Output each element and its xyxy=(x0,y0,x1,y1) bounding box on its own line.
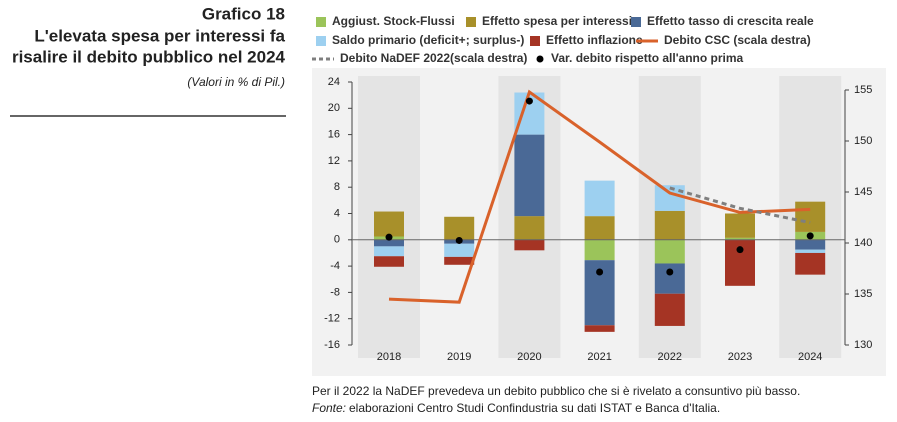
x-tick-label: 2023 xyxy=(728,351,752,363)
y-tick-label: 20 xyxy=(328,102,340,114)
bar xyxy=(725,213,755,238)
dot xyxy=(666,268,674,276)
bar xyxy=(795,249,826,253)
bar xyxy=(795,252,826,275)
y-tick-label: 0 xyxy=(334,234,340,246)
x-tick-label: 2022 xyxy=(658,351,682,363)
x-tick-label: 2024 xyxy=(798,351,822,363)
y-tick-label: -4 xyxy=(330,260,340,272)
y-tick-label: 16 xyxy=(328,129,340,141)
bar xyxy=(584,325,615,332)
y2-tick-label: 135 xyxy=(854,288,872,300)
line xyxy=(669,186,811,225)
legend-swatch xyxy=(631,17,641,27)
y-tick-label: 12 xyxy=(328,155,340,167)
y2-tick-label: 150 xyxy=(854,135,872,147)
bar xyxy=(795,201,826,232)
bar xyxy=(514,134,545,217)
legend-label: Debito NaDEF 2022(scala destra) xyxy=(340,51,527,65)
legend-swatch xyxy=(316,36,326,46)
source: elaborazioni Centro Studi Confindustria … xyxy=(349,401,720,415)
bar xyxy=(374,246,404,257)
y2-tick-label: 140 xyxy=(854,237,872,249)
bar xyxy=(374,256,404,267)
x-tick-label: 2019 xyxy=(447,351,471,363)
legend-swatch xyxy=(530,36,540,46)
bar xyxy=(584,239,615,261)
note: Per il 2022 la NaDEF prevedeva un debito… xyxy=(312,384,800,398)
dot xyxy=(806,232,814,240)
y2-tick-label: 145 xyxy=(854,186,872,198)
figure-label: Grafico 18 xyxy=(202,4,285,23)
dot xyxy=(385,233,393,241)
source-label: Fonte: xyxy=(312,401,346,415)
bar xyxy=(725,237,755,240)
legend-label: Effetto spesa per interessi xyxy=(482,14,632,28)
bar xyxy=(654,263,685,294)
y-tick-label: -16 xyxy=(324,339,340,351)
legend-swatch xyxy=(316,17,326,27)
legend-label: Aggiust. Stock-Flussi xyxy=(332,14,455,28)
dot xyxy=(525,97,533,105)
x-tick-label: 2020 xyxy=(517,351,541,363)
y-tick-label: -8 xyxy=(330,286,340,298)
bar xyxy=(654,239,685,264)
title-line: L'elevata spesa per interessi fa xyxy=(34,26,285,45)
legend-label: Var. debito rispetto all'anno prima xyxy=(551,51,744,65)
bar xyxy=(654,293,685,326)
bar xyxy=(514,239,545,251)
line xyxy=(388,89,811,304)
legend-label: Effetto inflazione xyxy=(546,33,643,47)
legend-label: Saldo primario (deficit+; surplus-) xyxy=(332,33,524,47)
bar xyxy=(654,210,685,240)
bar xyxy=(374,211,404,237)
legend-swatch xyxy=(536,55,544,63)
bar xyxy=(444,216,475,240)
dot xyxy=(596,268,604,276)
bar xyxy=(444,256,475,265)
bar xyxy=(514,216,545,240)
title-line: risalire il debito pubblico nel 2024 xyxy=(12,47,286,66)
x-tick-label: 2021 xyxy=(587,351,611,363)
y-tick-label: 8 xyxy=(334,181,340,193)
y2-tick-label: 130 xyxy=(854,339,872,351)
bar xyxy=(444,243,475,257)
legend-label: Debito CSC (scala destra) xyxy=(664,33,811,47)
y-tick-label: 4 xyxy=(334,207,340,219)
bar xyxy=(584,216,615,240)
x-tick-label: 2018 xyxy=(377,351,401,363)
bar xyxy=(374,239,404,247)
legend-label: Effetto tasso di crescita reale xyxy=(647,14,814,28)
y2-tick-label: 155 xyxy=(854,84,872,96)
bar xyxy=(795,239,826,250)
dot xyxy=(736,246,744,254)
dot xyxy=(455,236,463,244)
bar xyxy=(584,180,615,217)
y-tick-label: 24 xyxy=(328,76,340,88)
y-tick-label: -12 xyxy=(324,313,340,325)
legend-swatch xyxy=(466,17,476,27)
subtitle: (Valori in % di Pil.) xyxy=(187,75,285,89)
